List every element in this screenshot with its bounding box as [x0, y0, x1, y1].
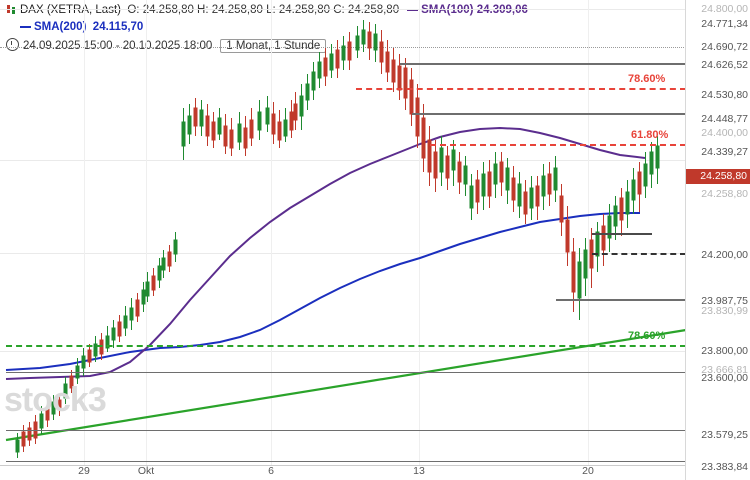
level-24626: [400, 63, 686, 65]
chart-header: DAX (XETRA, Last) O: 24.258,80 H: 24.258…: [0, 0, 750, 53]
clock-icon: [6, 38, 19, 51]
plot-area[interactable]: 78.60% 61.80% 78.60% 29 Okt 6 13 20 stoc…: [0, 0, 687, 480]
interval-badge[interactable]: 1 Monat, 1 Stunde: [220, 39, 327, 53]
symbol-label: DAX (XETRA, Last): [20, 4, 121, 16]
xtick-0: 29: [78, 465, 90, 477]
ytick-23830: 23.987,75: [701, 295, 748, 307]
level-23987: [592, 253, 686, 255]
xtick-2: 6: [268, 465, 274, 477]
fib-label-78-6-upper: 78.60%: [628, 73, 666, 85]
level-78-6-green: [6, 345, 686, 347]
level-78-6-red: [356, 88, 686, 90]
ytick-24771: 24.771,34: [701, 18, 748, 30]
fib-label-78-6-lower: 78.60%: [628, 330, 666, 342]
watermark-text: stock: [4, 381, 89, 419]
ytick-24626: 24.626,52: [701, 59, 748, 71]
ytick-23383: 23.579,25: [701, 429, 748, 441]
level-23284: [6, 461, 686, 462]
sma100-label: SMA(100): [421, 4, 474, 16]
price-axis[interactable]: 24.800,00 24.771,34 24.690,72 24.626,52 …: [685, 0, 750, 480]
ytick-24690: 24.690,72: [701, 41, 748, 53]
header-range-line: 24.09.2025 15:00 - 20.10.2025 18:00 1 Mon…: [6, 38, 327, 53]
ytick-24339: 24.339,27: [701, 146, 748, 158]
ytick-24530: 24.530,80: [701, 89, 748, 101]
sma200-label: SMA(200): [34, 21, 87, 33]
date-range-label: 24.09.2025 15:00 - 20.10.2025 18:00: [23, 40, 213, 52]
level-23579: [6, 372, 686, 373]
sma200-swatch: [20, 25, 31, 28]
level-61-8-red: [430, 144, 686, 146]
ytick-24800: 24.800,00: [701, 3, 748, 15]
header-quote-line: DAX (XETRA, Last) O: 24.258,80 H: 24.258…: [6, 4, 528, 16]
level-sma-flat: [592, 233, 652, 235]
xtick-4: 20: [582, 465, 594, 477]
ytick-24448: 24.448,77: [701, 113, 748, 125]
level-23383: [6, 430, 686, 431]
last-price-badge: 24.258,80: [686, 169, 750, 184]
fib-label-61-8: 61.80%: [631, 129, 669, 141]
ytick-23987: 24.200,00: [701, 249, 748, 261]
ytick-23284: 23.383,84: [701, 461, 748, 473]
watermark: stock3: [4, 381, 107, 420]
ytick-23666: 23.800,00: [701, 345, 748, 357]
xtick-1: Okt: [137, 465, 155, 477]
sma200-value: 24.115,70: [92, 21, 144, 33]
watermark-suffix: 3: [87, 381, 107, 419]
sma100-value: 24.309,06: [476, 4, 528, 16]
level-23830: [556, 299, 686, 301]
xtick-3: 13: [413, 465, 425, 477]
ytick-23800: 23.830,99: [701, 305, 748, 317]
ohlc-values: O: 24.258,80 H: 24.258,80 L: 24.258,80 C…: [127, 4, 400, 16]
ytick-23600: 23.666,81: [701, 364, 748, 376]
ytick-24400: 24.400,00: [701, 127, 748, 139]
header-sma200-line: SMA(200) 24.115,70: [20, 21, 143, 33]
level-24448: [412, 113, 686, 115]
ytick-23579: 23.600,00: [701, 372, 748, 384]
ytick-24200: 24.258,80: [701, 188, 748, 200]
